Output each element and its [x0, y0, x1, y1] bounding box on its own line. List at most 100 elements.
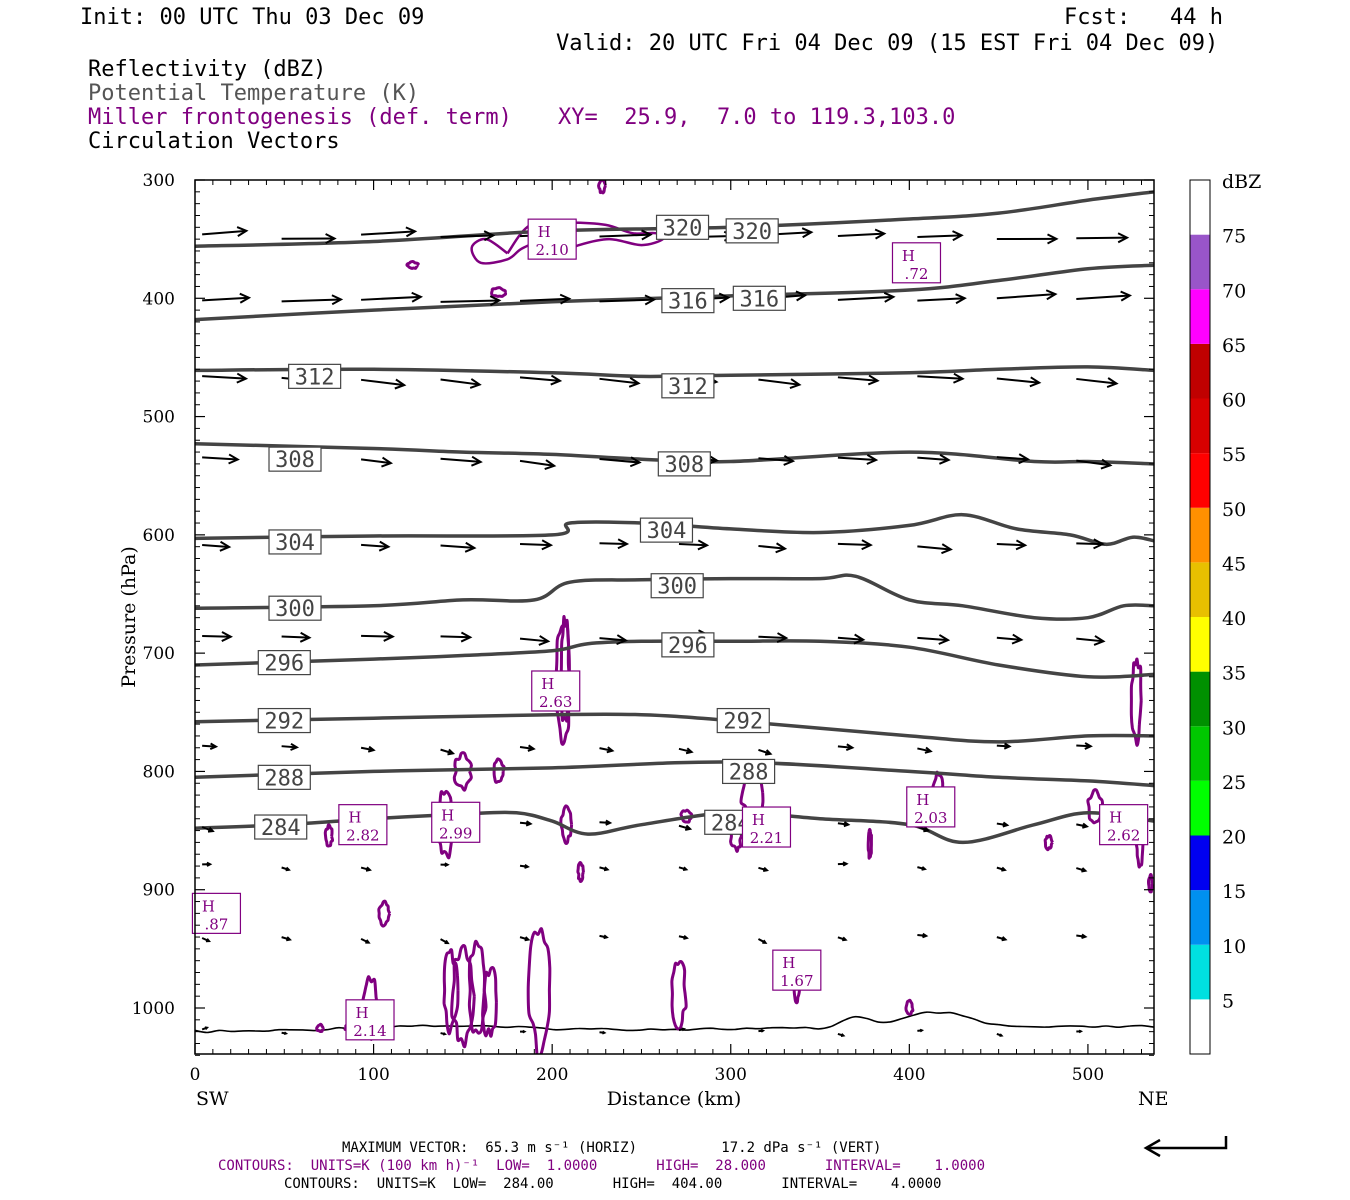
vector-shaft [758, 378, 800, 386]
vector-head [681, 1027, 687, 1032]
legend-frontogenesis: Miller frontogenesis (def. term) [88, 105, 512, 130]
vector-head [874, 228, 887, 240]
circulation-vector-arrow [281, 631, 312, 643]
colorbar-unit: dBZ [1222, 171, 1261, 193]
vector-head [206, 861, 213, 867]
circulation-vector-arrow [281, 866, 291, 872]
vector-head [685, 747, 694, 755]
circulation-vector-arrow [202, 540, 232, 552]
max-label-h: H [541, 675, 554, 693]
vector-head [924, 746, 933, 754]
circulation-vector-arrow [758, 632, 789, 644]
frontogenesis-max-label: H2.03 [906, 786, 956, 828]
vector-shaft [599, 298, 655, 303]
frontogenesis-max-label: H2.63 [531, 670, 581, 712]
max-label-value: 2.14 [353, 1022, 386, 1040]
circulation-vector-arrow [519, 374, 563, 386]
isentrope-label: 316 [661, 288, 715, 315]
circulation-vector-arrow [599, 376, 641, 388]
circulation-vector-arrow [758, 542, 788, 554]
vector-head [239, 292, 252, 304]
vector-head [919, 1028, 925, 1033]
circulation-vector-arrow [996, 539, 1028, 551]
isentrope-label-text: 304 [647, 519, 687, 544]
vector-head [444, 939, 450, 945]
vector-head [853, 633, 866, 645]
circulation-vector-arrow [599, 934, 609, 940]
isentrope-label: 288 [257, 764, 311, 791]
circulation-vector-arrow [1076, 538, 1105, 550]
y-tick-label: 900 [143, 881, 175, 901]
x-tick-label: 500 [1072, 1065, 1104, 1085]
frontogenesis-contour [492, 757, 506, 784]
frontogenesis-max-label: H2.21 [741, 806, 792, 848]
frontogenesis-contour [481, 966, 498, 1038]
vector-head [861, 539, 873, 551]
init-time: Init: 00 UTC Thu 03 Dec 09 [80, 5, 425, 30]
max-label-value: 2.21 [750, 829, 783, 847]
x-tick-label: 400 [893, 1065, 925, 1085]
circulation-vector-arrow [1076, 290, 1133, 302]
isentrope-label-box [268, 529, 322, 555]
vector-shaft [1076, 294, 1130, 301]
vector-shaft [837, 295, 894, 301]
vector-head [783, 455, 796, 466]
circulation-vector-arrow [917, 1028, 925, 1033]
colorbar-segment [1190, 234, 1210, 290]
colorbar-label: 30 [1222, 717, 1246, 739]
max-label-h: H [441, 806, 454, 824]
isentrope-label-text: 292 [723, 710, 763, 735]
vector-head [921, 866, 927, 871]
max-label-box [191, 892, 242, 934]
vector-head [603, 866, 610, 872]
sw-end-label: SW [196, 1088, 229, 1110]
colorbar-label: 50 [1222, 499, 1246, 521]
isentrope-label-box [661, 373, 715, 399]
frontogenesis-max-label: H2.99 [431, 801, 481, 843]
circulation-vector-arrow [678, 1027, 687, 1032]
circulation-vector-arrow [201, 1026, 210, 1031]
frontogenesis-contour [904, 998, 915, 1016]
vector-head [606, 746, 615, 754]
colorbar-segment [1190, 180, 1210, 235]
vector-head [365, 939, 371, 944]
frontogenesis-contour [866, 827, 873, 860]
vector-shaft [599, 377, 639, 385]
circulation-vector-arrow [678, 824, 693, 831]
circulation-vector-arrow [202, 453, 240, 465]
isentrope-label: 312 [288, 363, 342, 390]
circulation-vector-arrow [599, 866, 610, 872]
circulation-vector-arrow [519, 539, 554, 551]
colorbar-label: 20 [1222, 827, 1246, 849]
vector-shaft [1076, 637, 1104, 643]
max-label-value: 1.67 [780, 972, 813, 990]
vector-shaft [837, 745, 853, 749]
vector-shaft [758, 635, 787, 640]
vector-head [644, 294, 657, 306]
isentrope-label-text: 308 [275, 448, 315, 473]
x-tick-label: 300 [715, 1065, 747, 1085]
circulation-vector-arrow [837, 374, 880, 386]
vector-head [204, 1026, 210, 1030]
vector-head [601, 1030, 607, 1035]
vector-head [1078, 1029, 1084, 1034]
vector-shaft [440, 234, 494, 239]
circulation-vector-arrow [837, 228, 887, 240]
circulation-vector-arrow [837, 1032, 846, 1037]
max-label-value: 2.03 [914, 809, 947, 827]
max-label-value: .87 [205, 915, 229, 933]
ne-end-label: NE [1138, 1088, 1169, 1110]
vector-head [845, 743, 855, 752]
colorbar-label: 25 [1222, 772, 1246, 794]
vector-shaft [440, 299, 500, 303]
frontogenesis-contour [1043, 834, 1054, 852]
vector-head [471, 455, 483, 467]
isentrope-label-box [661, 632, 715, 658]
max-label-value: .72 [905, 265, 929, 283]
forecast-hour: Fcst: 44 h [1064, 5, 1223, 30]
frontogenesis-max-label: H.87 [191, 892, 242, 934]
vector-head [538, 635, 551, 646]
frontogenesis-contour [467, 939, 488, 1035]
vector-head [299, 631, 312, 643]
y-axis-title: Pressure (hPa) [118, 546, 140, 688]
